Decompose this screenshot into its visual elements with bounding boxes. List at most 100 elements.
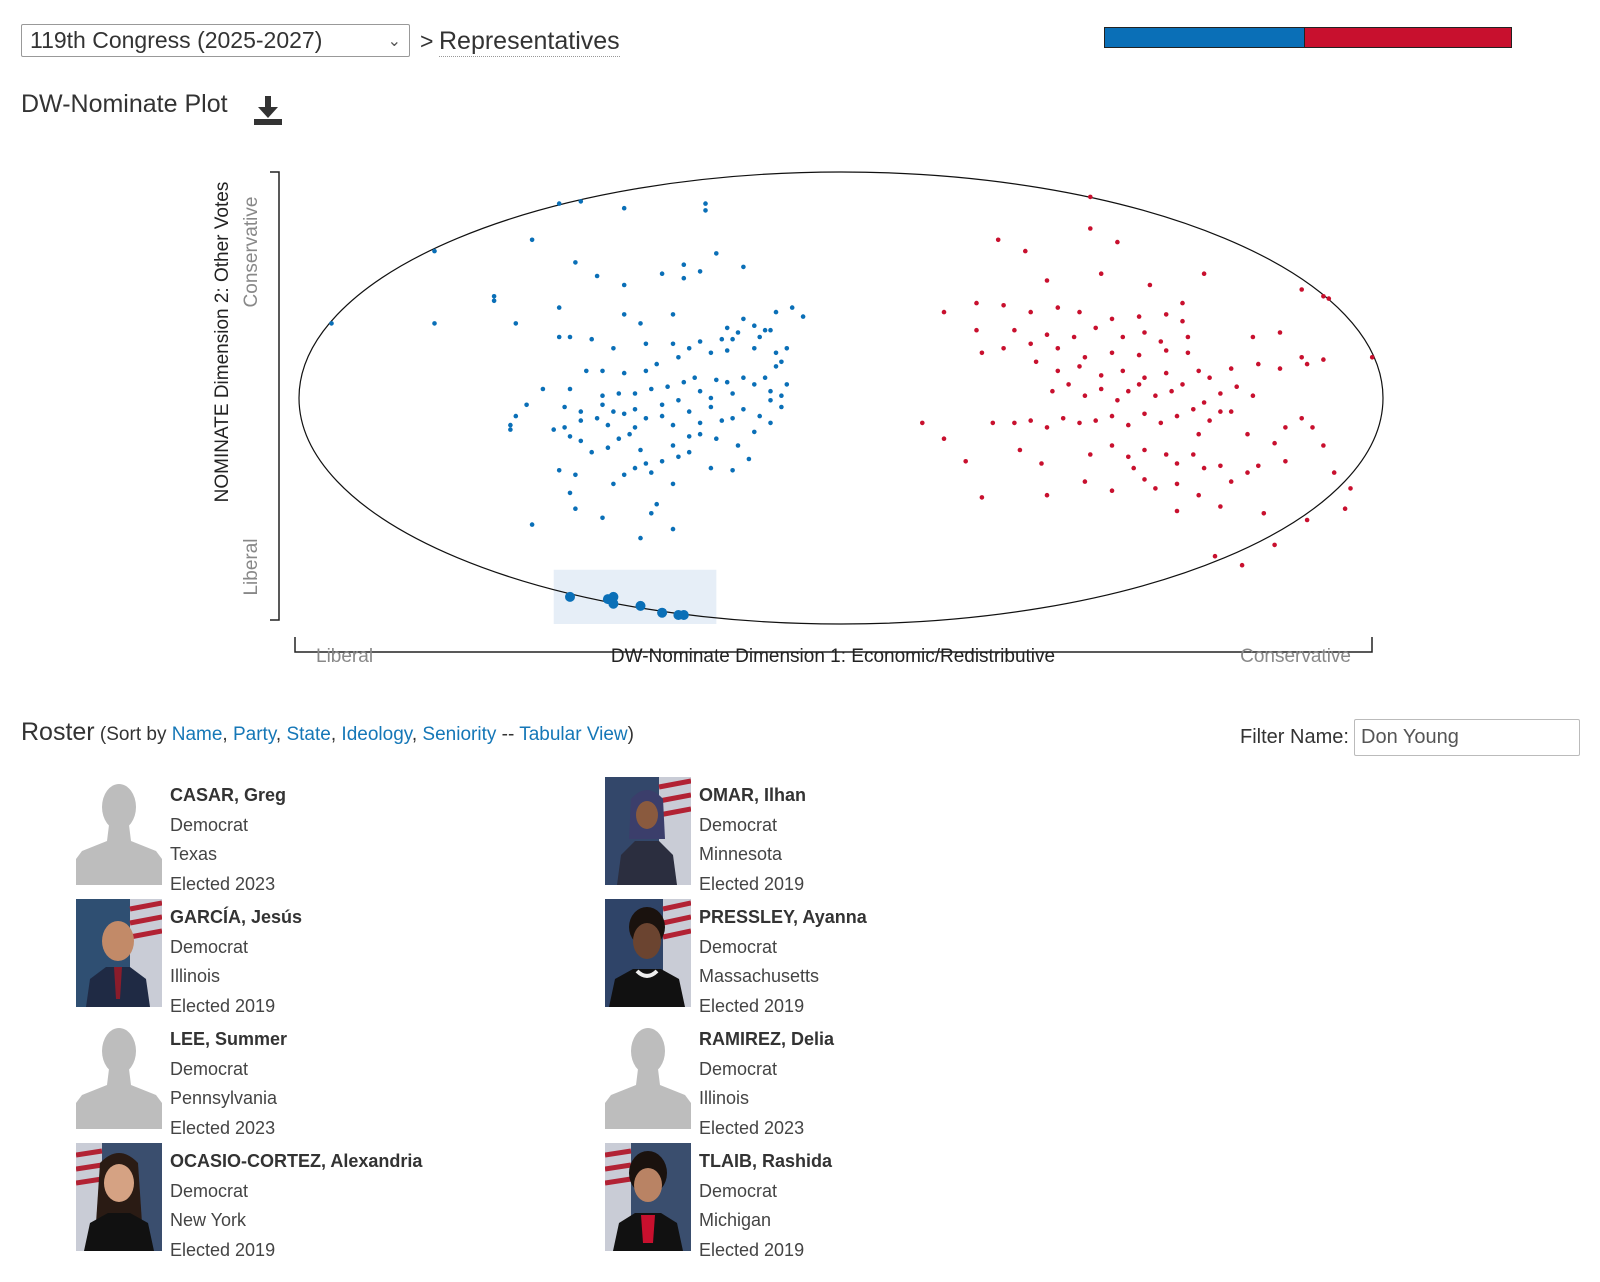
member-name[interactable]: CASAR, Greg bbox=[170, 785, 287, 805]
democrat-point[interactable] bbox=[643, 341, 649, 347]
democrat-point[interactable] bbox=[654, 361, 659, 367]
republican-point[interactable] bbox=[1185, 334, 1191, 340]
republican-point[interactable] bbox=[1321, 294, 1326, 299]
democrat-point[interactable] bbox=[779, 359, 784, 365]
republican-point[interactable] bbox=[1142, 411, 1147, 417]
democrat-point[interactable] bbox=[676, 398, 681, 403]
democrat-point[interactable] bbox=[578, 199, 584, 204]
republican-point[interactable] bbox=[1044, 425, 1050, 430]
republican-point[interactable] bbox=[963, 459, 968, 464]
democrat-point[interactable] bbox=[757, 413, 762, 419]
republican-point[interactable] bbox=[1185, 350, 1191, 356]
republican-point[interactable] bbox=[1077, 420, 1082, 426]
democrat-point[interactable] bbox=[735, 443, 741, 448]
republican-point[interactable] bbox=[1044, 278, 1050, 283]
democrat-point[interactable] bbox=[594, 273, 600, 279]
democrat-point[interactable] bbox=[670, 312, 676, 317]
democrat-point[interactable] bbox=[540, 386, 546, 392]
democrat-point[interactable] bbox=[621, 312, 627, 317]
democrat-point[interactable] bbox=[789, 305, 795, 310]
democrat-point[interactable] bbox=[573, 506, 578, 512]
republican-point[interactable] bbox=[1153, 486, 1158, 491]
republican-point[interactable] bbox=[1326, 296, 1332, 301]
republican-point[interactable] bbox=[1060, 416, 1066, 421]
democrat-highlighted-point[interactable] bbox=[565, 591, 575, 602]
republican-point[interactable] bbox=[1088, 452, 1093, 457]
republican-point[interactable] bbox=[1131, 465, 1136, 471]
republican-point[interactable] bbox=[920, 420, 925, 426]
republican-point[interactable] bbox=[1044, 492, 1050, 498]
democrat-point[interactable] bbox=[508, 427, 513, 432]
member-name[interactable]: TLAIB, Rashida bbox=[699, 1151, 833, 1171]
republican-point[interactable] bbox=[1120, 334, 1126, 340]
member-name[interactable]: GARCÍA, Jesús bbox=[170, 907, 303, 927]
republican-point[interactable] bbox=[1163, 370, 1169, 376]
republican-point[interactable] bbox=[1348, 486, 1353, 491]
republican-point[interactable] bbox=[1033, 359, 1039, 365]
republican-point[interactable] bbox=[1218, 504, 1223, 509]
democrat-point[interactable] bbox=[638, 321, 643, 326]
republican-point[interactable] bbox=[1082, 355, 1088, 360]
member-card[interactable]: CASAR, Greg Democrat Texas Elected 2023 bbox=[76, 777, 596, 894]
democrat-point[interactable] bbox=[584, 368, 589, 374]
member-card[interactable]: TLAIB, Rashida Democrat Michigan Elected… bbox=[605, 1143, 1125, 1260]
democrat-point[interactable] bbox=[567, 334, 573, 340]
republican-point[interactable] bbox=[1191, 407, 1196, 412]
democrat-point[interactable] bbox=[741, 375, 746, 381]
republican-point[interactable] bbox=[1299, 287, 1304, 292]
democrat-point[interactable] bbox=[589, 449, 594, 455]
democrat-point[interactable] bbox=[670, 481, 676, 487]
republican-point[interactable] bbox=[1017, 447, 1023, 453]
democrat-point[interactable] bbox=[562, 425, 567, 430]
democrat-point[interactable] bbox=[567, 434, 573, 439]
republican-point[interactable] bbox=[1136, 382, 1142, 387]
republican-point[interactable] bbox=[1071, 334, 1077, 340]
democrat-point[interactable] bbox=[757, 334, 762, 340]
democrat-point[interactable] bbox=[578, 418, 584, 423]
democrat-point[interactable] bbox=[529, 237, 535, 243]
democrat-point[interactable] bbox=[562, 404, 567, 410]
republican-point[interactable] bbox=[1256, 361, 1261, 367]
republican-point[interactable] bbox=[1169, 388, 1174, 394]
republican-point[interactable] bbox=[1250, 393, 1256, 399]
sort-by-state-link[interactable]: State bbox=[286, 724, 331, 745]
democrat-point[interactable] bbox=[529, 522, 535, 527]
republican-point[interactable] bbox=[941, 436, 947, 442]
member-name[interactable]: OMAR, Ilhan bbox=[699, 785, 806, 805]
democrat-point[interactable] bbox=[752, 429, 757, 435]
filter-name-input[interactable] bbox=[1354, 719, 1580, 756]
democrat-point[interactable] bbox=[643, 368, 649, 374]
republican-point[interactable] bbox=[1228, 366, 1234, 371]
democrat-point[interactable] bbox=[508, 422, 513, 428]
democrat-point[interactable] bbox=[611, 346, 616, 351]
democrat-point[interactable] bbox=[724, 379, 730, 385]
democrat-point[interactable] bbox=[686, 409, 692, 414]
republican-point[interactable] bbox=[1126, 388, 1131, 394]
democrat-point[interactable] bbox=[708, 395, 714, 401]
democrat-point[interactable] bbox=[573, 472, 578, 478]
republican-point[interactable] bbox=[1050, 388, 1055, 394]
democrat-point[interactable] bbox=[703, 201, 708, 206]
republican-point[interactable] bbox=[1180, 382, 1185, 387]
republican-point[interactable] bbox=[1245, 431, 1250, 437]
republican-point[interactable] bbox=[1283, 459, 1288, 464]
democrat-point[interactable] bbox=[621, 282, 627, 288]
democrat-point[interactable] bbox=[714, 377, 719, 383]
democrat-point[interactable] bbox=[632, 407, 638, 412]
democrat-point[interactable] bbox=[719, 336, 725, 342]
democrat-point[interactable] bbox=[567, 490, 573, 496]
republican-point[interactable] bbox=[1147, 282, 1153, 288]
democrat-point[interactable] bbox=[686, 434, 692, 439]
democrat-point[interactable] bbox=[659, 413, 665, 419]
democrat-point[interactable] bbox=[681, 379, 687, 385]
republican-point[interactable] bbox=[1066, 382, 1071, 387]
republican-point[interactable] bbox=[1142, 477, 1147, 482]
democrat-point[interactable] bbox=[779, 393, 784, 399]
republican-point[interactable] bbox=[1228, 409, 1234, 414]
democrat-point[interactable] bbox=[491, 294, 497, 299]
sort-by-party-link[interactable]: Party bbox=[232, 724, 276, 745]
member-name[interactable]: LEE, Summer bbox=[170, 1029, 288, 1049]
democrat-point[interactable] bbox=[768, 398, 773, 403]
democrat-point[interactable] bbox=[643, 416, 649, 421]
democrat-point[interactable] bbox=[605, 422, 611, 428]
